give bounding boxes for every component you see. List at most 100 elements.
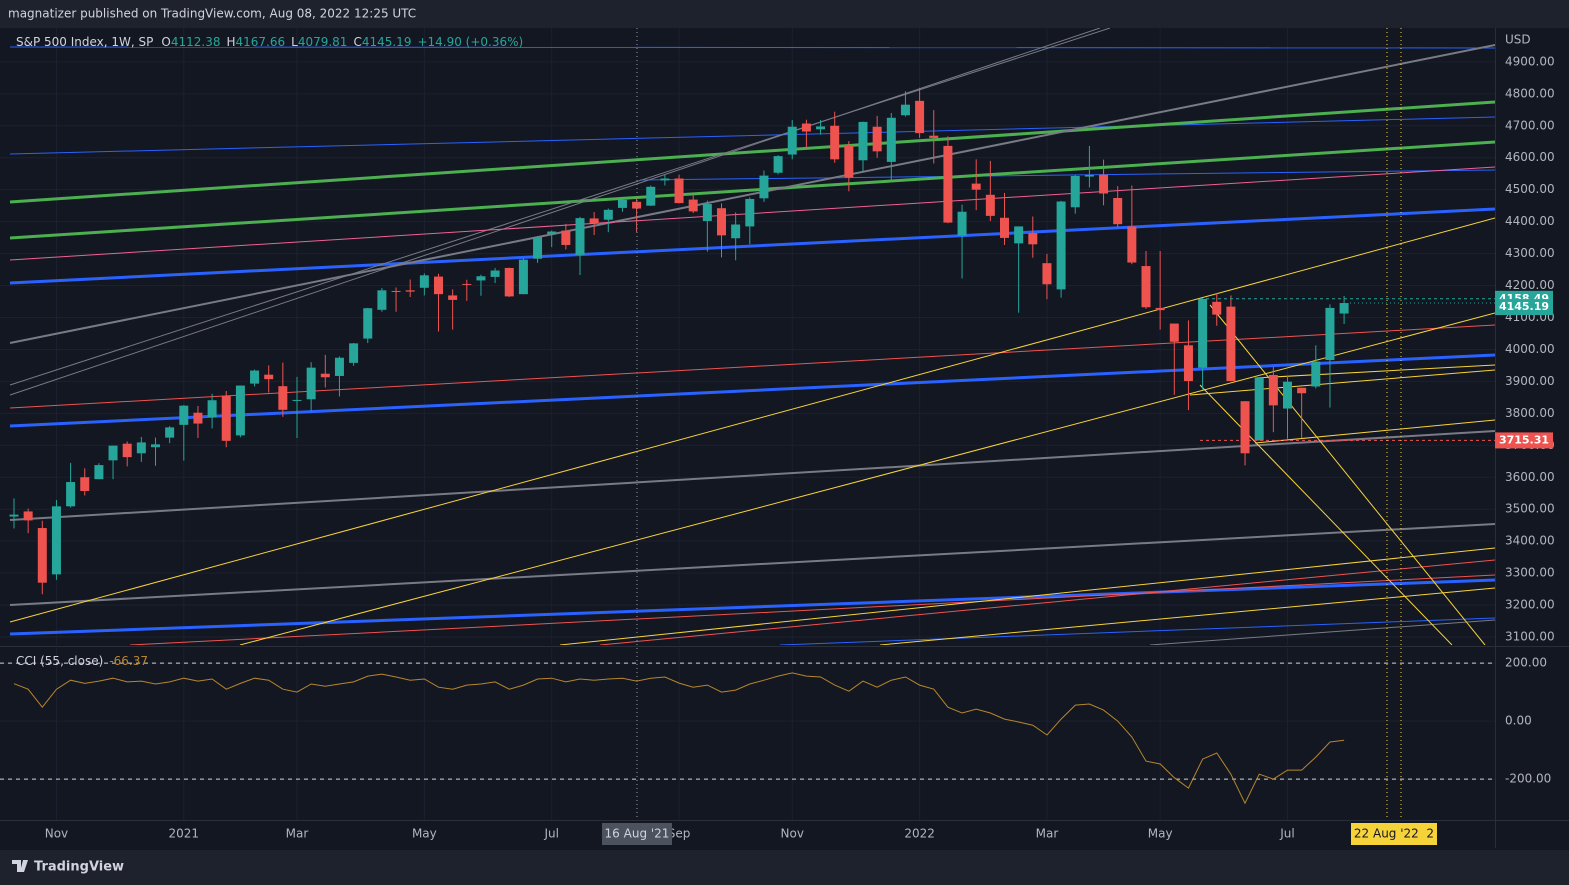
candle-body xyxy=(759,175,769,199)
candle-body xyxy=(334,357,344,376)
y2-tick-label: 200.00 xyxy=(1505,656,1547,670)
candle-body xyxy=(51,506,61,575)
symbol-title: S&P 500 Index, 1W, SP xyxy=(16,35,153,49)
trend-line xyxy=(639,169,1495,181)
candle-body xyxy=(731,224,741,239)
crosshair-time-box xyxy=(1351,823,1437,845)
indicator-value: -66.37 xyxy=(109,654,148,668)
candle-body xyxy=(419,275,429,288)
candle-body xyxy=(165,427,175,438)
candle-body xyxy=(1198,298,1208,368)
candle-body xyxy=(1084,174,1094,177)
candle-body xyxy=(23,511,33,521)
candle-body xyxy=(490,270,500,277)
symbol-legend: S&P 500 Index, 1W, SP O4112.38 H4167.66 L40… xyxy=(16,35,523,49)
last-price-label: 4145.19 xyxy=(1499,300,1549,313)
x-tick-label: Mar xyxy=(286,827,309,841)
candle-body xyxy=(1042,263,1052,285)
trend-line xyxy=(9,100,1495,204)
y-tick-label: 4500.00 xyxy=(1505,182,1555,196)
y-tick-label: 4700.00 xyxy=(1505,118,1555,132)
trend-line xyxy=(9,116,1495,155)
candle-body xyxy=(1226,306,1236,382)
candle-body xyxy=(377,290,387,310)
candle-body xyxy=(221,395,231,441)
candle-body xyxy=(844,144,854,178)
ohlc-label: C xyxy=(353,35,361,49)
brand-name[interactable]: TradingView xyxy=(34,860,124,875)
trend-line xyxy=(9,140,1495,240)
x-tick-label: Jul xyxy=(543,827,558,841)
candle-body xyxy=(349,343,359,363)
ohlc-value: 4079.81 xyxy=(298,35,348,49)
candle-body xyxy=(250,370,260,384)
trend-line xyxy=(9,578,1495,636)
trend-line xyxy=(9,28,1111,386)
ohlc-value: 4145.19 xyxy=(362,35,412,49)
price-tag xyxy=(1495,432,1553,449)
y-tick-label: 4000.00 xyxy=(1505,342,1555,356)
trend-line xyxy=(9,353,1495,428)
trend-line xyxy=(9,28,1101,396)
indicator-pane xyxy=(0,648,1495,820)
y-tick-label: 4900.00 xyxy=(1505,54,1555,68)
cci-line xyxy=(13,672,1345,805)
candle-body xyxy=(660,178,670,181)
candle-body xyxy=(504,267,514,297)
candle-body xyxy=(1070,175,1080,208)
candle-body xyxy=(476,276,486,281)
candle-body xyxy=(37,528,47,583)
trend-line xyxy=(9,523,1495,606)
trend-line xyxy=(1209,304,1486,645)
candle-body xyxy=(207,400,217,418)
candle-body xyxy=(830,125,840,160)
candle-body xyxy=(462,283,472,285)
candle-body xyxy=(773,156,783,173)
candle-body xyxy=(179,405,189,425)
candle-body xyxy=(1339,303,1349,314)
candle-body xyxy=(533,236,543,259)
trend-line xyxy=(239,312,1495,645)
crosshair-time-box xyxy=(602,823,672,845)
candle-body xyxy=(801,123,811,132)
y-tick-label: 3500.00 xyxy=(1505,502,1555,516)
indicator-legend: CCI (55, close) -66.37 xyxy=(16,654,148,668)
candle-body xyxy=(363,308,373,339)
x-tick-label: Nov xyxy=(781,827,804,841)
candle-body xyxy=(1014,226,1024,244)
candle-body xyxy=(434,276,443,295)
candle-body xyxy=(151,444,160,448)
candle-body xyxy=(971,183,981,190)
candle-body xyxy=(717,208,726,236)
candle-body xyxy=(603,209,613,220)
candle-body xyxy=(1000,217,1009,238)
trend-line xyxy=(9,207,1495,285)
trend-line xyxy=(9,44,1495,344)
trend-line xyxy=(879,587,1495,645)
candle-body xyxy=(193,412,203,424)
x-tick-label: May xyxy=(1148,827,1173,841)
candle-body xyxy=(264,374,274,380)
candle-body xyxy=(1099,174,1109,194)
candle-body xyxy=(136,442,146,454)
brand-logo xyxy=(12,860,28,872)
x-tick-label: Mar xyxy=(1036,827,1059,841)
candle-body xyxy=(320,373,330,378)
candle-body xyxy=(235,385,245,436)
ohlc-value: 4112.38 xyxy=(171,35,221,49)
y-tick-label: 4300.00 xyxy=(1505,246,1555,260)
candle-body xyxy=(1325,307,1335,360)
y-tick-label: 4400.00 xyxy=(1505,214,1555,228)
candle-body xyxy=(547,231,557,235)
candle-body xyxy=(858,121,868,161)
candle-body xyxy=(448,295,458,300)
y-tick-label: 4600.00 xyxy=(1505,150,1555,164)
trend-line xyxy=(1149,619,1495,645)
price-tag-label: 3715.31 xyxy=(1499,433,1549,446)
candle-body xyxy=(674,178,684,204)
indicator-name: CCI (55, close) xyxy=(16,654,103,668)
candle-body xyxy=(306,367,316,400)
candle-body xyxy=(391,290,401,292)
